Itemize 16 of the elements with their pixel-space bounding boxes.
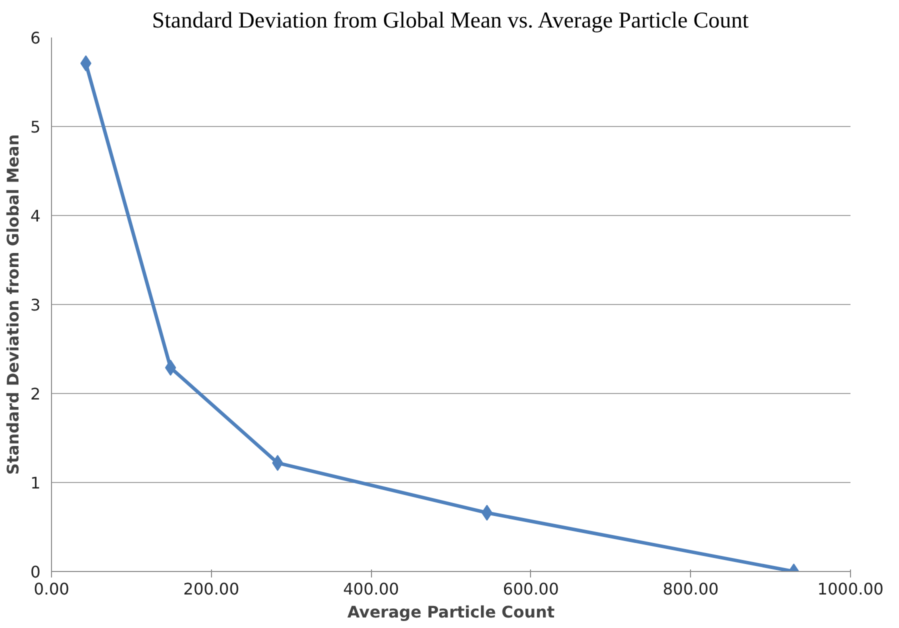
y-tick-label: 4 — [30, 206, 41, 226]
x-tick-label: 600.00 — [502, 580, 559, 598]
y-tick-label: 1 — [30, 474, 41, 492]
x-tick-label: 1000.00 — [817, 580, 884, 598]
x-tick-label: 200.00 — [183, 580, 240, 598]
y-tick-label: 3 — [30, 296, 41, 314]
x-tick-label: 800.00 — [662, 580, 719, 598]
y-tick-label: 5 — [30, 118, 41, 136]
x-tick-label: 400.00 — [343, 580, 400, 598]
x-axis-title: Average Particle Count — [347, 602, 556, 622]
x-tick-label: 0.00 — [34, 580, 70, 598]
y-tick-label: 2 — [30, 384, 41, 404]
chart-title: Standard Deviation from Global Mean vs. Average Particle Count — [152, 8, 750, 32]
y-tick-label: 0 — [30, 562, 41, 582]
y-tick-label: 6 — [30, 28, 41, 48]
y-axis-title: Standard Deviation from Global Mean — [3, 134, 22, 475]
